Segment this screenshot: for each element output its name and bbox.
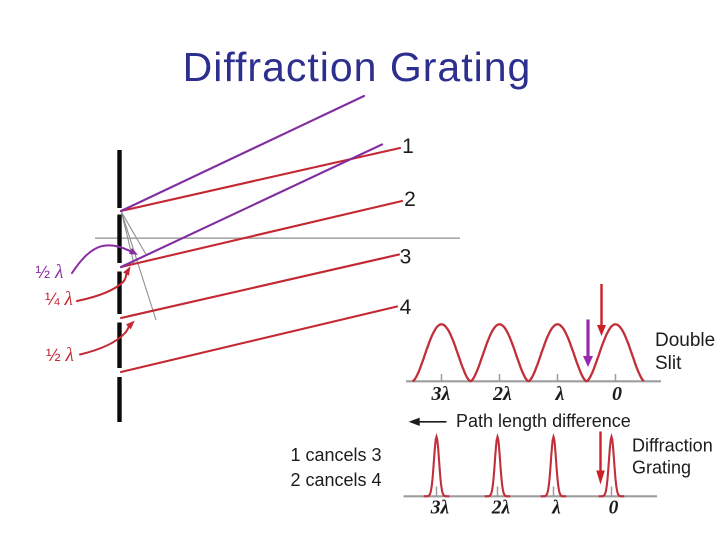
svg-text:3λ: 3λ [431, 383, 451, 405]
svg-text:3λ: 3λ [430, 498, 450, 519]
svg-text:4: 4 [400, 296, 412, 319]
svg-text:Double: Double [655, 330, 715, 351]
svg-text:Diffraction: Diffraction [632, 436, 713, 456]
svg-text:Grating: Grating [632, 458, 691, 478]
svg-text:1: 1 [402, 135, 414, 158]
svg-text:½ λ: ½ λ [36, 262, 64, 283]
svg-text:λ: λ [551, 498, 561, 519]
svg-text:¼ λ: ¼ λ [45, 289, 73, 310]
svg-text:3: 3 [400, 246, 412, 269]
svg-text:1 cancels 3: 1 cancels 3 [291, 445, 382, 465]
svg-text:2λ: 2λ [492, 383, 512, 405]
svg-text:2: 2 [404, 188, 416, 211]
svg-text:0: 0 [609, 498, 619, 519]
svg-text:½ λ: ½ λ [46, 345, 74, 366]
svg-text:Diffraction Grating: Diffraction Grating [183, 44, 532, 90]
svg-text:2 cancels 4: 2 cancels 4 [291, 470, 382, 490]
svg-text:0: 0 [612, 383, 622, 405]
svg-text:Slit: Slit [655, 353, 682, 374]
svg-text:Path length difference: Path length difference [456, 411, 631, 431]
svg-text:λ: λ [555, 383, 565, 405]
svg-text:2λ: 2λ [491, 498, 511, 519]
